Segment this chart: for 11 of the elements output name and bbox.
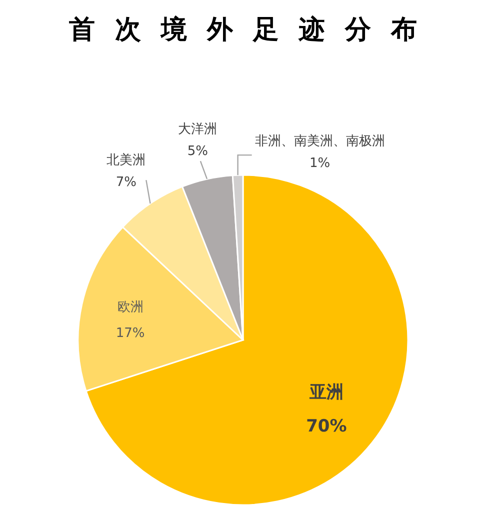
slice-label: 亚洲 [308, 382, 344, 402]
slice-label: 大洋洲 [178, 122, 218, 138]
slice-label: 非洲、南美洲、南极洲 [254, 133, 385, 150]
data-label: 17% [116, 326, 145, 341]
slice-label: 北美洲 [106, 152, 146, 168]
data-label: 1% [310, 156, 330, 172]
data-label: 5% [187, 144, 208, 160]
data-label: 70% [306, 416, 347, 436]
slice-label: 欧洲 [117, 300, 144, 315]
data-label: 7% [116, 175, 136, 190]
chart-title: 首次境外足迹分布 [68, 15, 437, 45]
